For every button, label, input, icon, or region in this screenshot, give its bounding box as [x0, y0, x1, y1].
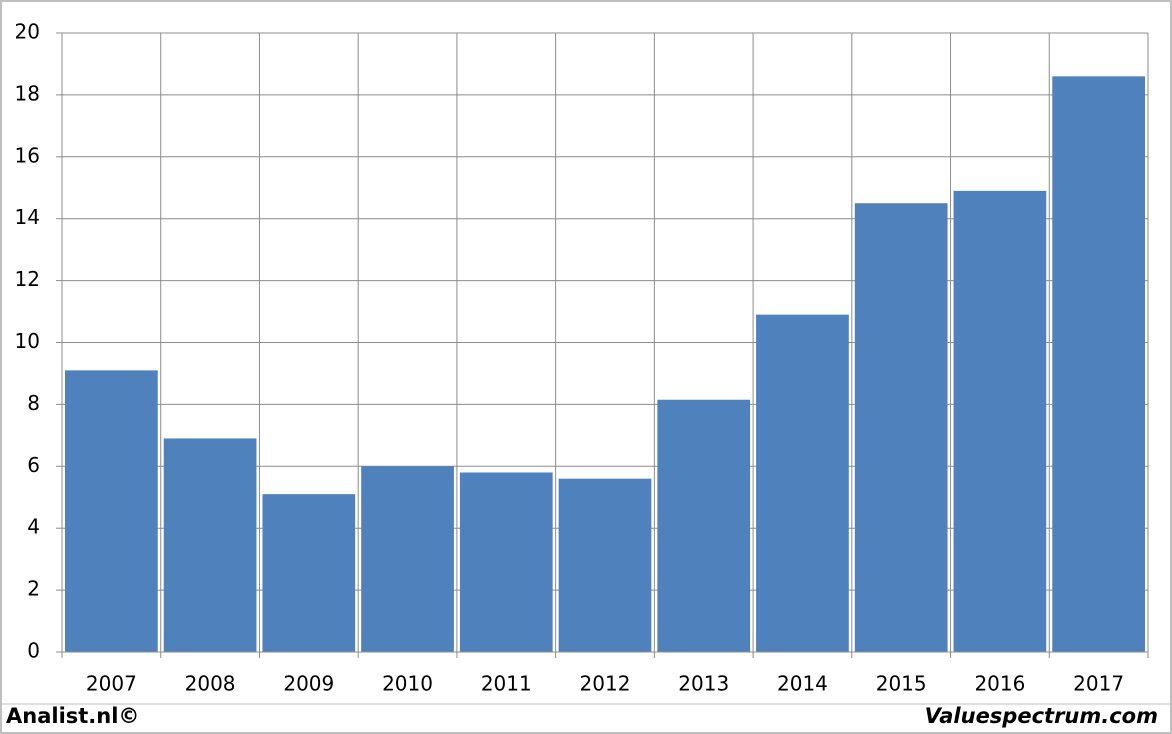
y-tick-label: 2 [27, 577, 40, 601]
bar [657, 399, 751, 652]
y-tick-label: 0 [27, 639, 40, 663]
y-tick-label: 18 [15, 81, 40, 105]
bar [756, 314, 849, 652]
footer-right: Valuespectrum.com [925, 704, 1158, 728]
bar [1052, 76, 1145, 652]
y-tick-label: 20 [15, 20, 40, 44]
x-tick-label: 2010 [382, 672, 433, 696]
x-tick-label: 2015 [876, 672, 927, 696]
bar [459, 472, 553, 652]
bar [953, 190, 1047, 652]
x-tick-label: 2007 [86, 672, 137, 696]
y-tick-label: 8 [27, 391, 40, 415]
x-tick-label: 2012 [580, 672, 631, 696]
footer-left: Analist.nl© [6, 704, 139, 728]
y-tick-label: 12 [15, 267, 40, 291]
x-tick-label: 2016 [974, 672, 1025, 696]
x-tick-label: 2017 [1073, 672, 1124, 696]
bar [163, 438, 257, 652]
bar [65, 370, 158, 652]
y-tick-label: 14 [15, 205, 40, 229]
x-tick-label: 2011 [481, 672, 532, 696]
bar [558, 478, 652, 652]
bar [854, 203, 948, 652]
x-tick-label: 2008 [185, 672, 236, 696]
y-tick-label: 4 [27, 515, 40, 539]
y-tick-label: 10 [15, 329, 40, 353]
bar [361, 466, 454, 652]
y-tick-label: 16 [15, 143, 40, 167]
x-tick-label: 2009 [283, 672, 334, 696]
x-tick-label: 2013 [678, 672, 729, 696]
bar [262, 494, 356, 652]
x-tick-label: 2014 [777, 672, 828, 696]
y-tick-label: 6 [27, 453, 40, 477]
